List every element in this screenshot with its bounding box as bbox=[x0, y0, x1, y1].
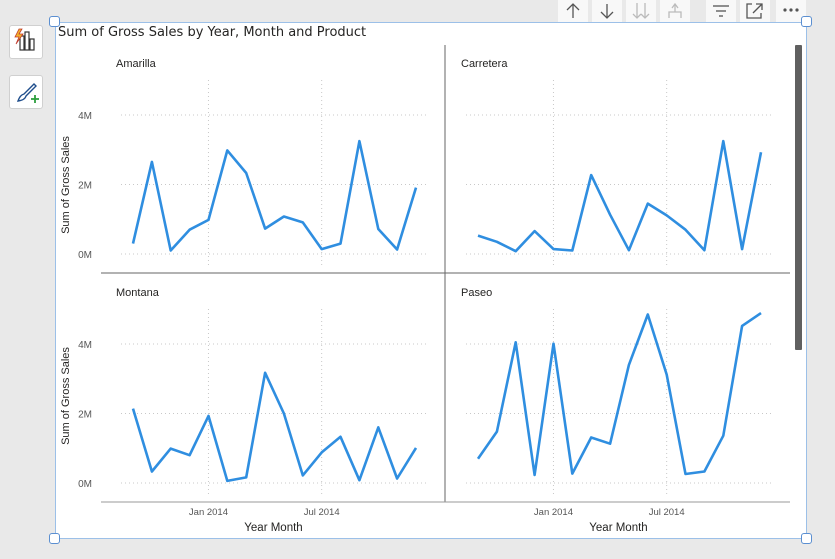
x-tick-label: Jan 2014 bbox=[189, 507, 228, 518]
resize-handle-bottom-right[interactable] bbox=[801, 533, 812, 544]
resize-handle-top-left[interactable] bbox=[49, 16, 60, 27]
focus-mode-icon bbox=[746, 3, 763, 19]
x-tick-label: Jul 2014 bbox=[304, 507, 340, 518]
resize-handle-bottom-left[interactable] bbox=[49, 533, 60, 544]
build-visual-icon bbox=[14, 28, 35, 51]
y-axis-title: Sum of Gross Sales bbox=[60, 347, 72, 445]
x-axis-title: Year Month bbox=[244, 522, 302, 534]
panel-label: Amarilla bbox=[116, 58, 157, 70]
build-visual-button[interactable] bbox=[9, 25, 43, 59]
panel-carretera: Carretera bbox=[461, 58, 771, 266]
panel-montana: 0M 2M 4M Montana bbox=[78, 287, 426, 495]
double-arrow-down-icon bbox=[632, 3, 650, 19]
filter-icon bbox=[713, 5, 729, 17]
y-tick-label: 2M bbox=[78, 410, 92, 421]
series-line-montana bbox=[131, 371, 418, 483]
arrow-up-icon bbox=[566, 3, 580, 18]
panel-label: Montana bbox=[116, 287, 160, 299]
expand-hierarchy-icon bbox=[668, 2, 682, 18]
y-tick-label: 0M bbox=[78, 250, 92, 261]
format-visual-icon bbox=[16, 83, 39, 103]
more-options-button[interactable] bbox=[776, 0, 806, 22]
drill-up-button[interactable] bbox=[558, 0, 588, 22]
panel-paseo: Paseo bbox=[461, 287, 771, 495]
x-tick-label: Jan 2014 bbox=[534, 507, 573, 518]
x-tick-label: Jul 2014 bbox=[649, 507, 685, 518]
x-axis-title: Year Month bbox=[589, 522, 647, 534]
y-tick-label: 4M bbox=[78, 340, 92, 351]
drill-down-button[interactable] bbox=[592, 0, 622, 22]
y-tick-label: 0M bbox=[78, 479, 92, 490]
y-axis-title: Sum of Gross Sales bbox=[60, 136, 72, 234]
y-tick-label: 2M bbox=[78, 181, 92, 192]
y-tick-label: 4M bbox=[78, 111, 92, 122]
focus-mode-button[interactable] bbox=[740, 0, 770, 22]
series-line-paseo bbox=[476, 312, 762, 477]
more-options-icon bbox=[783, 8, 799, 12]
panel-label: Carretera bbox=[461, 58, 508, 70]
chart-title: Sum of Gross Sales by Year, Month and Pr… bbox=[58, 25, 367, 40]
vertical-scrollbar[interactable] bbox=[795, 45, 802, 350]
expand-hierarchy-button[interactable] bbox=[660, 0, 690, 22]
filter-button[interactable] bbox=[706, 0, 736, 22]
resize-handle-top-right[interactable] bbox=[801, 16, 812, 27]
go-to-next-level-button[interactable] bbox=[626, 0, 656, 22]
arrow-down-icon bbox=[600, 4, 614, 19]
format-visual-button[interactable] bbox=[9, 75, 43, 109]
panel-label: Paseo bbox=[461, 287, 492, 299]
series-line-amarilla bbox=[131, 139, 418, 252]
series-line-carretera bbox=[477, 139, 763, 253]
visual-header-toolbar bbox=[558, 0, 810, 22]
panel-amarilla: 0M 2M 4M Amarilla bbox=[78, 58, 426, 266]
